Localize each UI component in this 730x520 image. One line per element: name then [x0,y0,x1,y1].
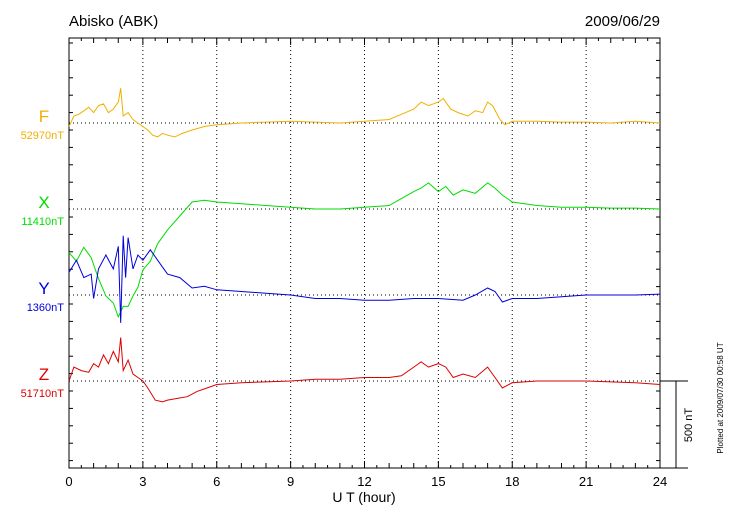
plotted-at-note: Plotted at 2009/07/30 00:58 UT [716,342,725,453]
x-tick-label: 0 [65,474,72,489]
series-name-y: Y [38,279,49,298]
series-name-x: X [38,193,49,212]
baseline-grid [69,38,660,468]
series-name-f: F [39,107,49,126]
chart-title: Abisko (ABK) [69,13,158,30]
scale-bar-label: 500 nT [683,408,695,443]
x-tick-label: 15 [431,474,445,489]
x-tick-label: 9 [287,474,294,489]
series-name-z: Z [39,365,49,384]
x-axis-label: U T (hour) [332,489,395,505]
series-line-y [68,235,661,323]
series-baseline-z: 51710nT [21,388,65,400]
series-baseline-x: 11410nT [21,216,64,228]
scale-bar: 500 nT [660,380,695,469]
chart-date: 2009/06/29 [585,13,660,30]
series-line-z [68,337,661,403]
series-line-f [68,88,661,138]
series-labels: F 52970nT X 11410nT Y 1360nT Z 51710nT [21,107,65,400]
series-baseline-y: 1360nT [27,302,65,314]
x-tick-label: 24 [653,474,667,489]
series-baseline-f: 52970nT [21,130,65,142]
x-tick-label: 18 [505,474,519,489]
x-tick-label: 3 [139,474,146,489]
series-lines [68,88,661,403]
x-tick-label: 6 [213,474,220,489]
x-tick-label: 21 [579,474,593,489]
x-tick-label: 12 [357,474,371,489]
x-axis-ticks: 0 3 6 9 12 15 18 21 24 [65,38,667,489]
